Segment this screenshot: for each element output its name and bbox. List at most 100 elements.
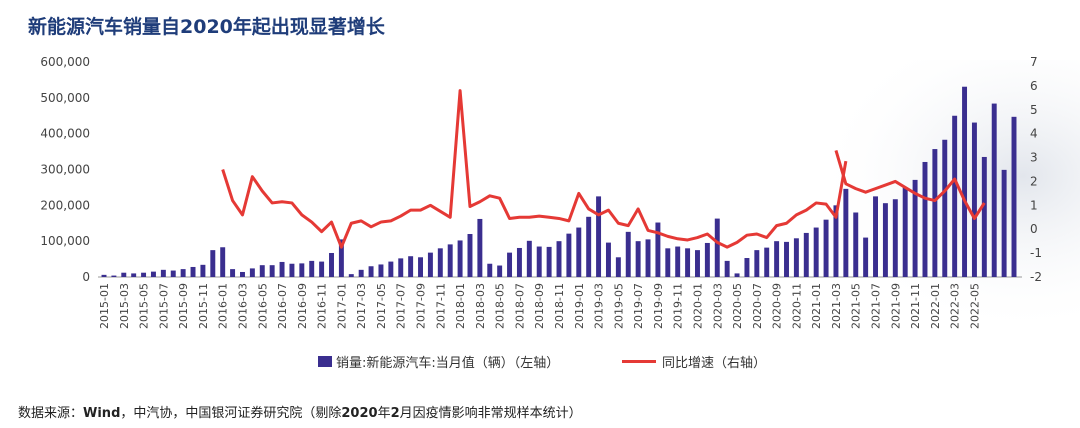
x-tick-label: 2022-01 xyxy=(929,283,942,329)
x-tick-label: 2015-11 xyxy=(197,283,210,329)
x-tick-label: 2019-03 xyxy=(593,283,606,329)
x-tick-label: 2020-05 xyxy=(731,283,744,329)
x-tick-label: 2019-05 xyxy=(612,283,625,329)
legend-bar-item: 销量:新能源汽车:当月值（辆）（左轴） xyxy=(318,352,559,371)
x-tick-label: 2017-01 xyxy=(335,283,348,329)
bar xyxy=(210,250,216,278)
x-tick-label: 2016-11 xyxy=(316,283,329,329)
bar xyxy=(784,241,789,277)
x-tick-label: 2020-03 xyxy=(711,283,724,329)
bar xyxy=(200,264,206,277)
legend-bar-swatch xyxy=(318,356,332,367)
bar xyxy=(991,103,997,277)
right-tick-label: 6 xyxy=(1030,79,1038,93)
source-mid2: 年 xyxy=(377,406,391,421)
right-tick-label: 4 xyxy=(1030,127,1038,141)
bar xyxy=(586,216,592,277)
bar xyxy=(912,179,918,277)
right-axis: -2 -1 0 1 2 3 4 5 6 7 xyxy=(1030,55,1042,284)
growth-line xyxy=(221,89,848,249)
bar xyxy=(358,269,364,277)
x-tick-label: 2018-05 xyxy=(494,283,507,329)
left-tick-label: 600,000 xyxy=(40,55,90,69)
bar xyxy=(299,263,305,277)
bar xyxy=(170,270,176,277)
bar xyxy=(348,274,354,277)
bar xyxy=(477,218,483,277)
bar xyxy=(111,275,117,277)
bar xyxy=(793,238,799,277)
x-tick-label: 2017-07 xyxy=(395,283,408,329)
bar xyxy=(596,196,602,278)
x-tick-label: 2019-11 xyxy=(672,283,685,329)
x-tick-label: 2021-09 xyxy=(889,283,902,329)
bar xyxy=(418,257,423,277)
bar xyxy=(813,227,819,277)
bar xyxy=(685,248,691,277)
bar xyxy=(695,250,700,278)
bar xyxy=(240,271,245,277)
x-axis-ticks: 2015-01 2015-03 2015-05 2015-07 2015-09 2015-… xyxy=(98,283,981,329)
bar xyxy=(467,234,473,277)
x-tick-label: 2021-01 xyxy=(810,283,823,329)
x-tick-label: 2020-11 xyxy=(790,283,803,329)
bar-series xyxy=(101,86,1017,278)
x-tick-label: 2020-07 xyxy=(751,283,764,329)
x-tick-label: 2016-09 xyxy=(296,283,309,329)
bar xyxy=(902,187,908,277)
bar xyxy=(566,233,572,277)
bar xyxy=(220,247,226,277)
bar xyxy=(497,265,503,277)
source-wind: Wind xyxy=(83,406,121,421)
x-tick-label: 2016-01 xyxy=(217,283,230,329)
bar xyxy=(427,252,433,277)
x-tick-label: 2020-09 xyxy=(771,283,784,329)
x-tick-label: 2015-01 xyxy=(98,283,111,329)
bar xyxy=(319,261,325,277)
bar xyxy=(556,241,562,277)
left-tick-label: 500,000 xyxy=(40,91,90,105)
bar xyxy=(368,266,374,277)
x-tick-label: 2015-03 xyxy=(118,283,131,329)
left-axis: 0 100,000 200,000 300,000 400,000 500,000 600,… xyxy=(40,55,90,284)
bar xyxy=(190,266,196,277)
bar xyxy=(526,240,532,277)
source-year: 2020 xyxy=(341,406,378,421)
growth-line xyxy=(834,149,986,220)
bar xyxy=(764,247,770,277)
x-tick-label: 2022-03 xyxy=(949,283,962,329)
bar xyxy=(754,250,760,278)
bar xyxy=(1011,116,1017,277)
bar xyxy=(180,269,186,277)
bar xyxy=(734,273,740,277)
x-tick-label: 2017-09 xyxy=(415,283,428,329)
right-tick-label: 1 xyxy=(1030,198,1038,212)
source-prefix: 数据来源： xyxy=(18,406,84,421)
x-tick-label: 2021-11 xyxy=(909,283,922,329)
bar xyxy=(131,273,137,277)
bar xyxy=(833,205,839,277)
bar xyxy=(774,241,780,277)
right-tick-label: -2 xyxy=(1030,270,1042,284)
bar xyxy=(635,241,641,277)
x-tick-label: 2019-07 xyxy=(632,283,645,329)
bar xyxy=(873,196,878,278)
bar xyxy=(249,268,255,277)
x-tick-label: 2021-05 xyxy=(850,283,863,329)
left-tick-label: 200,000 xyxy=(40,198,90,212)
bar xyxy=(704,242,710,277)
bar xyxy=(942,139,948,277)
bar xyxy=(655,222,661,277)
bar xyxy=(1001,169,1007,277)
chart-title: 新能源汽车销量自2020年起出现显著增长 xyxy=(28,16,385,38)
left-tick-label: 0 xyxy=(82,270,90,284)
bar xyxy=(823,219,829,277)
bar xyxy=(853,212,859,277)
bar xyxy=(605,242,611,277)
right-tick-label: 7 xyxy=(1030,55,1038,69)
bar xyxy=(645,239,651,278)
left-tick-label: 300,000 xyxy=(40,163,90,177)
bar xyxy=(675,246,681,277)
x-tick-label: 2018-07 xyxy=(513,283,526,329)
legend-line-swatch xyxy=(622,360,656,363)
